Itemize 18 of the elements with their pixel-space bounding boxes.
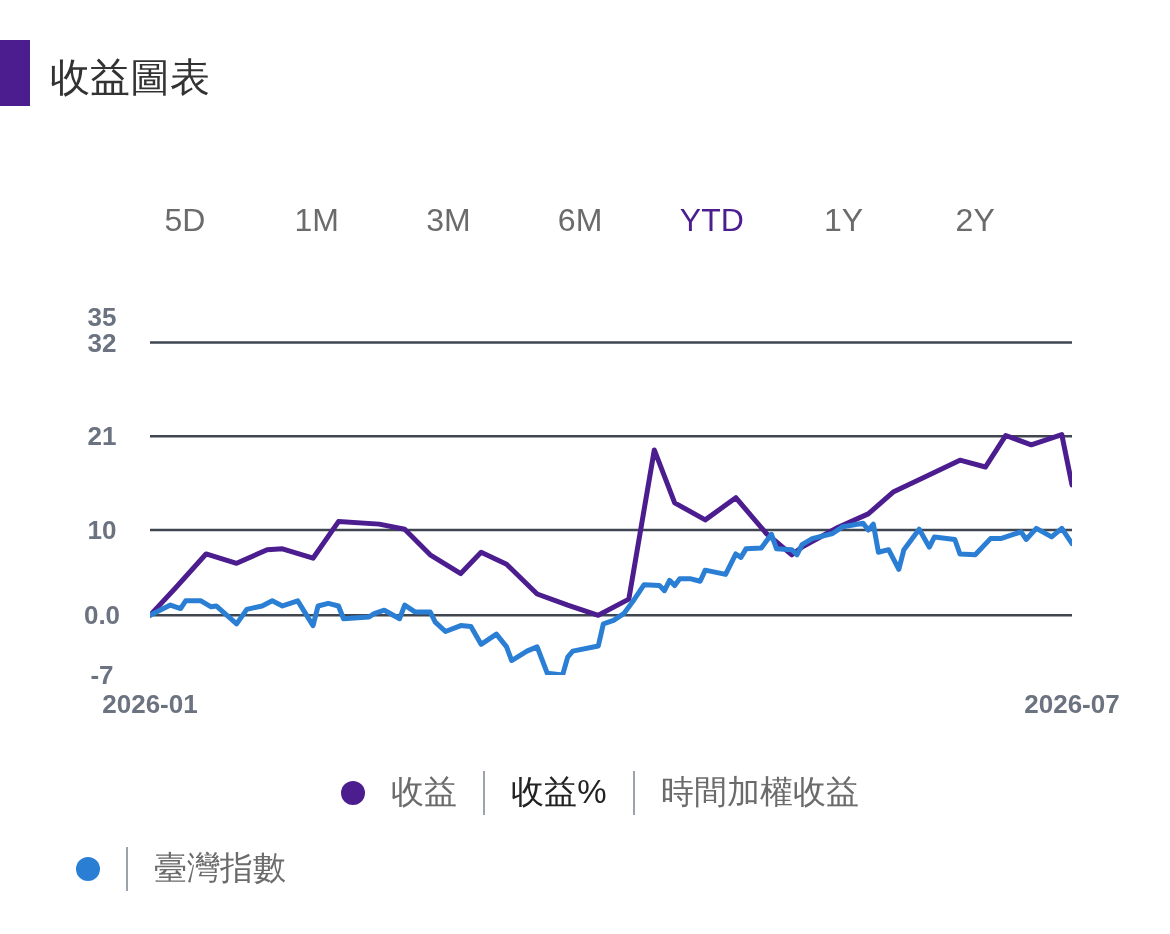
chart-title: 收益圖表: [50, 54, 210, 101]
text: 2Y: [954, 202, 996, 239]
y-tick-label: -7: [90, 660, 114, 690]
text: 6M: [556, 202, 604, 239]
text: 時間加權收益: [660, 773, 859, 810]
y-tick-label: 21: [87, 421, 117, 452]
text: YTD: [678, 202, 745, 239]
text: 收益%: [511, 773, 607, 810]
y-tick-label: 10: [87, 515, 117, 546]
text: 臺灣指數: [154, 849, 286, 886]
x-tick-label: 2026-07: [1024, 689, 1120, 719]
text: 5D: [163, 202, 207, 239]
text: 1M: [293, 202, 340, 239]
text: 3M: [425, 202, 472, 239]
y-tick-label: 0.0: [83, 600, 121, 631]
text: 1Y: [822, 202, 865, 239]
legend-label: 收益: [391, 773, 458, 810]
x-tick-label: 2026-01: [102, 689, 198, 719]
